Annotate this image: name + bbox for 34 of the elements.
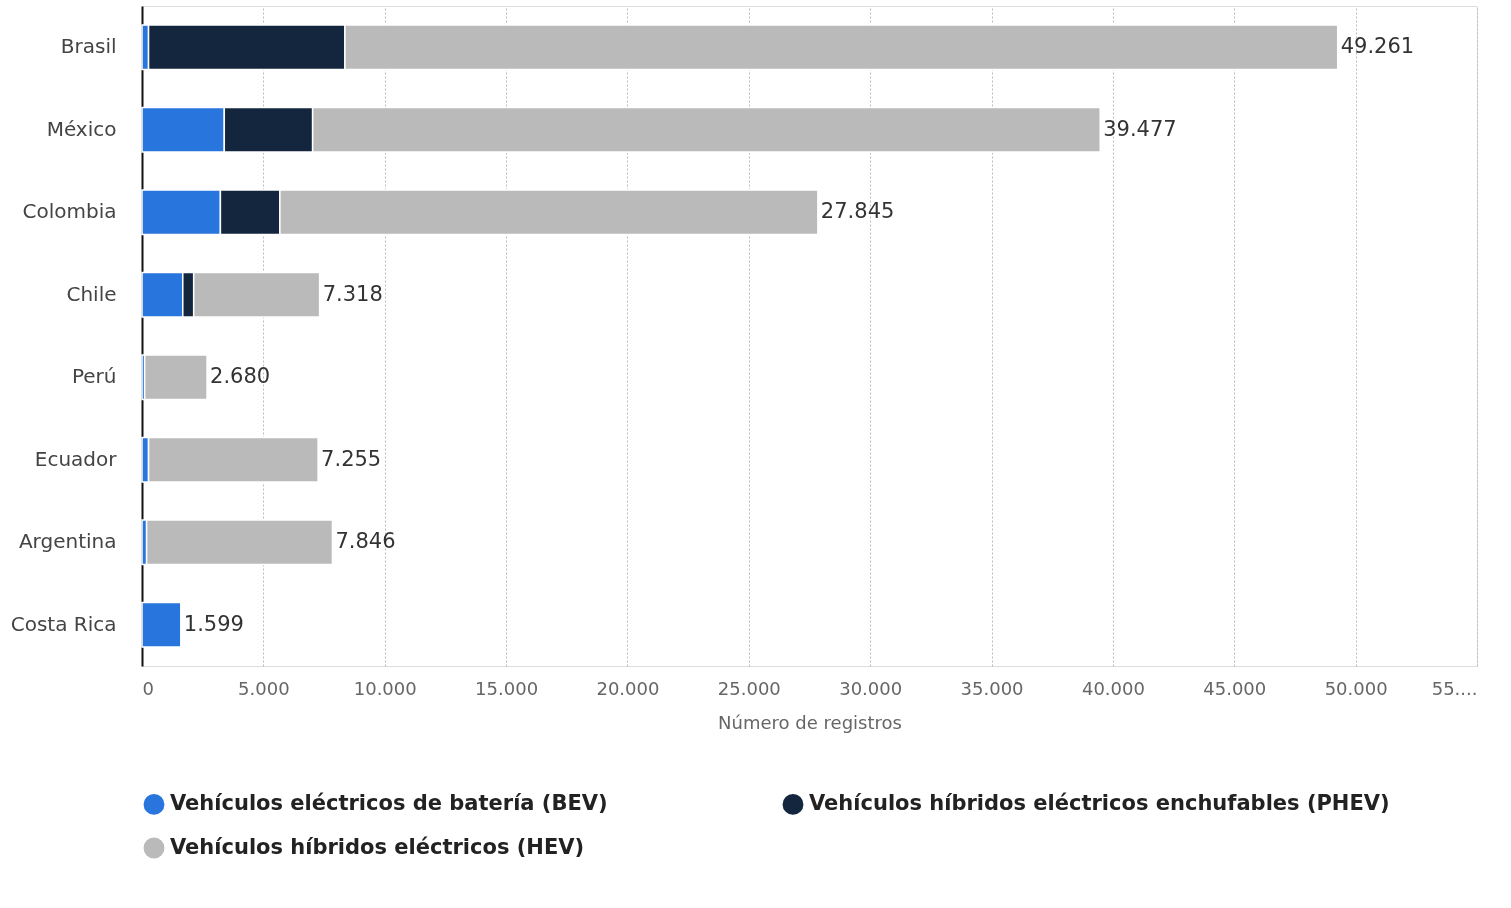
x-tick-label: 50.000 [1324,677,1388,699]
x-tick-label: 20.000 [596,677,660,699]
bar [143,354,208,401]
x-tick-label: 0 [142,677,154,699]
total-label: 1.599 [183,611,244,636]
total-label: 39.477 [1103,116,1177,141]
x-tick-label: 45.000 [1203,677,1267,699]
y-tick-label: Chile [66,281,117,306]
y-tick-label: Ecuador [34,446,118,471]
x-tick-label: 35.000 [960,677,1024,699]
x-tick-label: 55.... [1431,677,1478,699]
x-tick-label: 25.000 [717,677,781,699]
y-tick-label: Costa Rica [10,611,117,636]
x-tick-label: 30.000 [839,677,903,699]
x-tick-label: 40.000 [1081,677,1145,699]
y-tick-label: Colombia [22,199,117,224]
x-tick-label: 15.000 [475,677,539,699]
bar [141,601,182,648]
total-label: 7.846 [335,529,396,554]
total-label: 7.255 [321,446,382,471]
x-axis-title: Número de registros [718,711,902,733]
total-label: 7.318 [322,281,383,306]
x-tick-label: 5.000 [238,677,290,699]
total-label: 2.680 [210,364,271,389]
y-tick-label: Perú [71,364,117,389]
y-tick-label: México [46,116,117,141]
y-tick-label: Argentina [18,529,117,554]
legend-label: Vehículos híbridos eléctricos (HEV) [170,835,585,859]
total-label: 49.261 [1340,34,1415,59]
legend-label: Vehículos eléctricos de batería (BEV) [170,791,608,816]
x-tick-label: 10.000 [353,677,417,699]
legend-label: Vehículos híbridos eléctricos enchufables (PHEV) [809,791,1390,816]
total-label: 27.845 [820,199,895,224]
y-tick-label: Brasil [60,34,117,59]
